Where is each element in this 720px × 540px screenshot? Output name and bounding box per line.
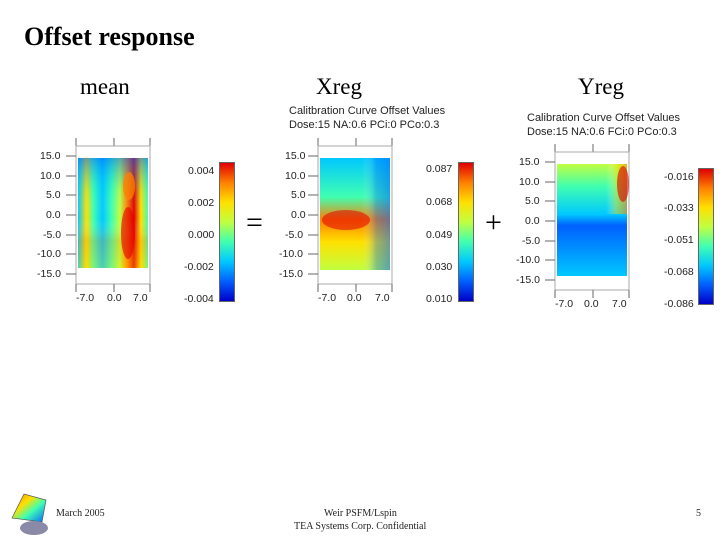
xreg-y-tick: -10.0 [279,248,303,260]
yreg-colorbar-tick: -0.051 [664,234,694,246]
yreg-colorbar [698,168,714,305]
yreg-heatmap-frame [545,144,630,298]
mean-y-tick: -5.0 [43,229,62,241]
mean-x-tick: 7.0 [133,292,148,304]
xreg-colorbar-tick: 0.087 [426,163,453,175]
mean-x-tick: -7.0 [76,292,95,304]
plus-sign: + [485,206,502,239]
yreg-y-tick: 0.0 [525,215,540,227]
column-heading-mean: mean [80,74,130,99]
yreg-y-tick: -15.0 [516,274,540,286]
mean-y-tick: 10.0 [40,170,61,182]
yreg-colorbar-tick: -0.016 [664,171,694,183]
mean-y-tick: 0.0 [46,209,61,221]
xreg-y-tick: 10.0 [285,170,306,182]
xreg-plot-title-line1: Calitbration Curve Offset Values [289,105,446,117]
xreg-y-tick: 15.0 [285,150,306,162]
mean-colorbar-tick: -0.004 [184,293,214,305]
mean-colorbar-tick: 0.002 [188,197,215,209]
mean-colorbar-tick: 0.000 [188,229,215,241]
yreg-colorbar-tick: -0.086 [664,298,694,310]
yreg-y-tick: 10.0 [519,176,540,188]
yreg-y-tick: -5.0 [522,235,541,247]
footer-date: March 2005 [56,508,105,519]
yreg-y-tick: 15.0 [519,156,540,168]
xreg-x-tick: 0.0 [347,292,362,304]
mean-colorbar-tick: 0.004 [188,165,215,177]
xreg-y-tick: -15.0 [279,268,303,280]
mean-y-tick: -15.0 [37,268,61,280]
column-heading-yreg: Yreg [578,74,624,99]
yreg-colorbar-tick: -0.068 [664,266,694,278]
yreg-y-tick: -10.0 [516,254,540,266]
footer-center-line1: Weir PSFM/Lspin [324,508,397,519]
xreg-colorbar [458,162,474,302]
yreg-plot-title-line1: Calibration Curve Offset Values [527,112,681,124]
mean-y-tick: 5.0 [46,189,61,201]
mean-x-tick: 0.0 [107,292,122,304]
yreg-colorbar-tick: -0.033 [664,202,694,214]
mean-y-tick: 15.0 [40,150,61,162]
yreg-x-tick: 7.0 [612,298,627,310]
xreg-colorbar-tick: 0.010 [426,293,453,305]
yreg-x-tick: 0.0 [584,298,599,310]
column-heading-xreg: Xreg [316,74,362,99]
company-logo-icon [11,493,48,535]
xreg-colorbar-tick: 0.049 [426,229,453,241]
yreg-x-tick: -7.0 [555,298,574,310]
xreg-y-tick: 5.0 [291,189,306,201]
footer-center-line2: TEA Systems Corp. Confidential [294,521,427,532]
xreg-y-tick: 0.0 [291,209,306,221]
mean-heatmap-frame [66,138,151,292]
xreg-heatmap-frame [308,138,393,292]
mean-y-tick: -10.0 [37,248,61,260]
xreg-x-tick: -7.0 [318,292,337,304]
mean-colorbar-tick: -0.002 [184,261,214,273]
xreg-y-tick: -5.0 [285,229,304,241]
xreg-plot-title-line2: Dose:15 NA:0.6 PCi:0 PCo:0.3 [289,119,440,131]
equals-sign: = [246,206,263,239]
xreg-colorbar-tick: 0.068 [426,196,453,208]
slide-title: Offset response [24,22,195,51]
page-number: 5 [696,508,701,519]
yreg-y-tick: 5.0 [525,195,540,207]
yreg-plot-title-line2: Dose:15 NA:0.6 FCi:0 PCo:0.3 [527,126,677,138]
xreg-colorbar-tick: 0.030 [426,261,453,273]
xreg-x-tick: 7.0 [375,292,390,304]
mean-colorbar [219,162,235,302]
